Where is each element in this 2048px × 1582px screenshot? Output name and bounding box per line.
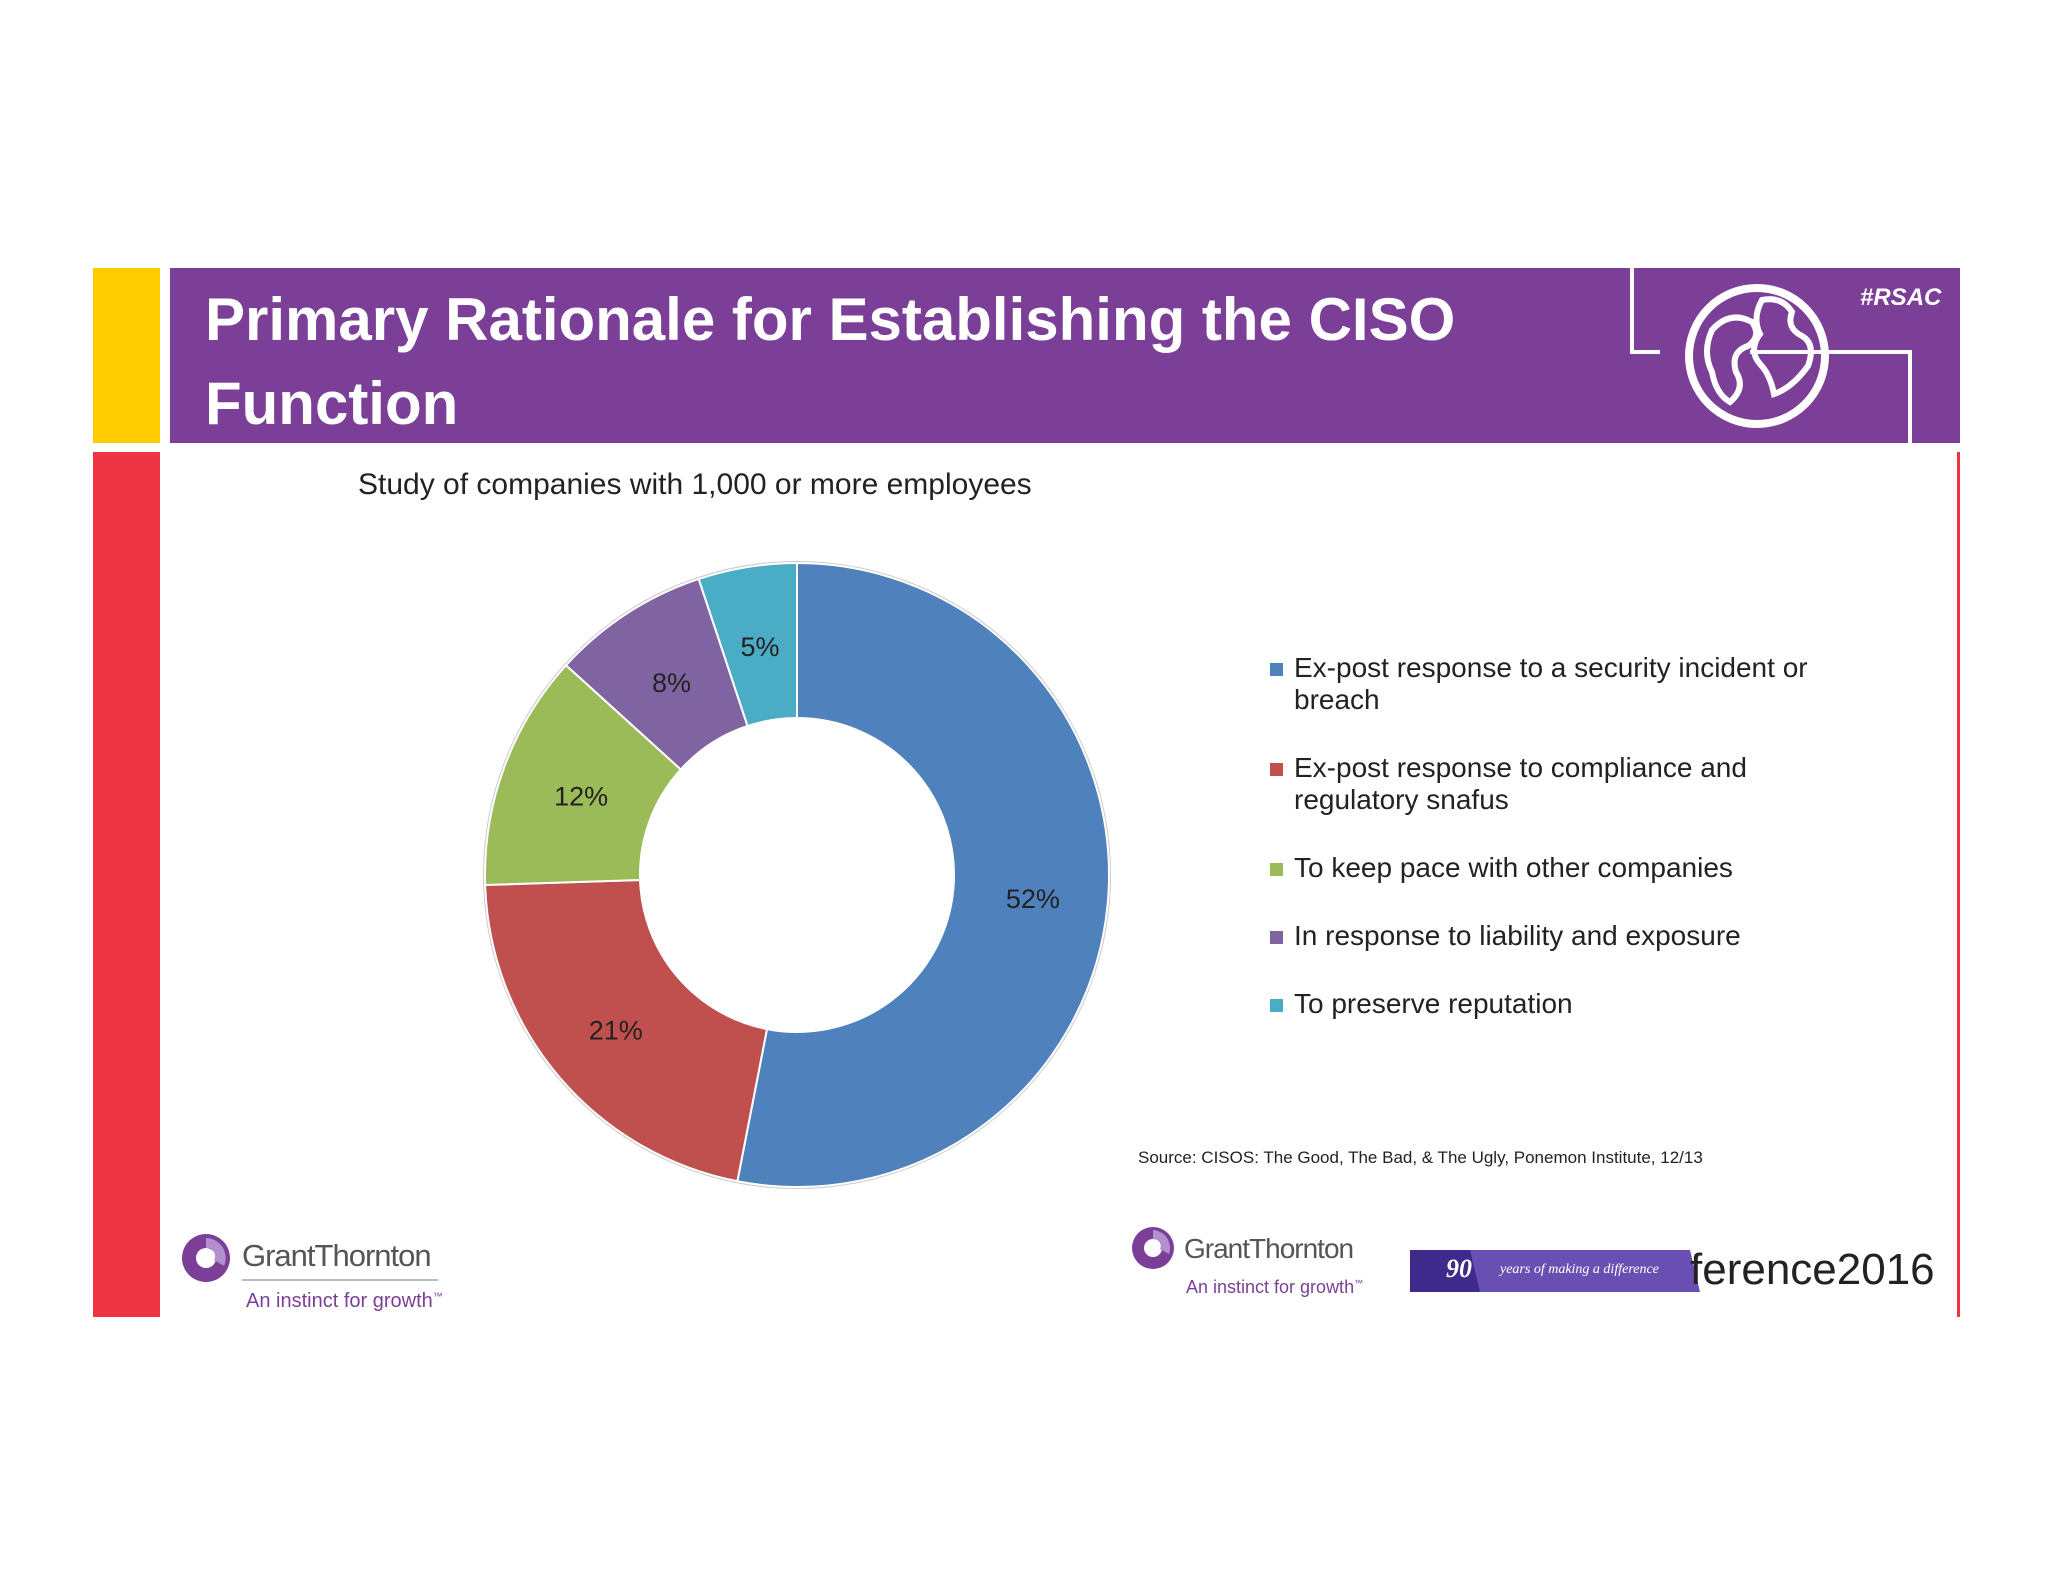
slide-title: Primary Rationale for Establishing the C… (205, 286, 1456, 437)
legend-item: To preserve reputation (1270, 988, 1830, 1020)
hashtag-label: #RSAC (1860, 284, 1942, 311)
legend-item: In response to liability and exposure (1270, 920, 1830, 952)
slice-value-label: 8% (652, 668, 691, 698)
brand-tagline-text: An instinct for growth (246, 1290, 433, 1312)
legend-label: To preserve reputation (1294, 988, 1573, 1019)
donut-slice (484, 879, 769, 1183)
logo-divider (242, 1279, 438, 1281)
legend-swatch (1270, 999, 1283, 1012)
tagline-mark: ™ (432, 1291, 443, 1303)
brand-name: GrantThornton (242, 1238, 432, 1273)
legend-item: Ex-post response to compliance and regul… (1270, 752, 1830, 816)
badge-number: 90 (1446, 1254, 1472, 1283)
legend-label: To keep pace with other companies (1294, 852, 1733, 883)
badge-shape (1410, 1250, 1700, 1292)
legend-item: Ex-post response to a security incident … (1270, 652, 1830, 716)
legend-swatch (1270, 931, 1283, 944)
source-note: Source: CISOS: The Good, The Bad, & The … (1138, 1148, 1703, 1167)
chart-legend: Ex-post response to a security incident … (1270, 652, 1830, 1056)
slice-value-label: 5% (740, 632, 779, 662)
brand-tagline: An instinct for growth™ (246, 1290, 443, 1313)
slice-value-label: 52% (1006, 884, 1060, 914)
legend-label: Ex-post response to compliance and regul… (1294, 752, 1747, 815)
yellow-accent-bar (93, 268, 160, 443)
legend-swatch (1270, 663, 1283, 676)
legend-label: In response to liability and exposure (1294, 920, 1741, 951)
badge-text: years of making a difference (1500, 1262, 1659, 1277)
donut-slice (484, 663, 683, 887)
right-edge-line (1957, 452, 1960, 1317)
legend-swatch (1270, 863, 1283, 876)
donut-slice (697, 561, 798, 728)
donut-slice (736, 561, 1110, 1188)
chart-title: Study of companies with 1,000 or more em… (358, 468, 1032, 501)
globe-icon (1685, 284, 1829, 428)
brand-tagline: An instinct for growth™ (1186, 1277, 1363, 1298)
legend-swatch (1270, 763, 1283, 776)
conference-label: ference2016 (1690, 1245, 1935, 1294)
slice-value-label: 12% (554, 782, 608, 812)
brand-name: GrantThornton (1184, 1233, 1354, 1264)
red-accent-bar (93, 452, 160, 1317)
grant-thornton-mark-icon (182, 1234, 230, 1282)
anniversary-badge: 90 years of making a difference (1410, 1250, 1700, 1292)
header-band (170, 268, 1960, 443)
grant-thornton-mark-icon (1132, 1227, 1174, 1269)
legend-item: To keep pace with other companies (1270, 852, 1830, 884)
legend-label: Ex-post response to a security incident … (1294, 652, 1808, 715)
tagline-mark: ™ (1354, 1278, 1364, 1288)
brand-tagline-text: An instinct for growth (1186, 1277, 1355, 1297)
slice-value-label: 21% (589, 1015, 643, 1045)
